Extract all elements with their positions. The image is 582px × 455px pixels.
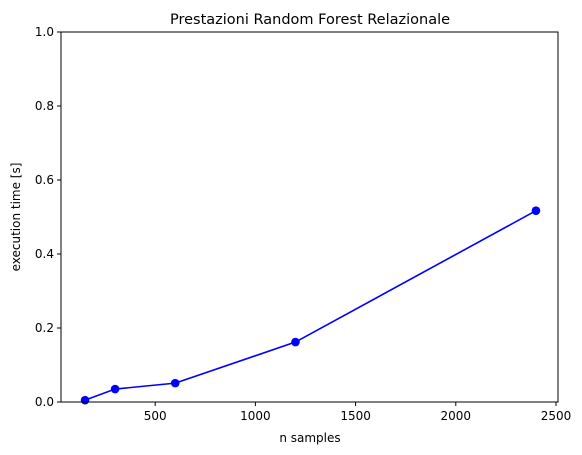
data-point bbox=[170, 378, 180, 388]
y-axis-label: execution time [s] bbox=[9, 163, 23, 272]
data-point bbox=[110, 384, 120, 394]
y-tick-label: 1.0 bbox=[35, 25, 54, 39]
y-tick-label: 0.0 bbox=[35, 395, 54, 409]
x-tick-label: 500 bbox=[144, 409, 167, 423]
series-layer bbox=[80, 206, 541, 405]
data-point bbox=[531, 206, 541, 216]
x-tick-label: 1000 bbox=[240, 409, 271, 423]
y-tick-label: 0.2 bbox=[35, 321, 54, 335]
data-point bbox=[291, 337, 300, 347]
x-tick-label: 1500 bbox=[340, 409, 371, 423]
chart-title: Prestazioni Random Forest Relazionale bbox=[170, 12, 450, 28]
x-axis-ticks: 500 1000 1500 2000 2500 bbox=[144, 402, 572, 423]
data-point bbox=[80, 395, 90, 405]
x-tick-label: 2000 bbox=[441, 409, 472, 423]
plot-frame bbox=[60, 31, 559, 403]
y-tick-label: 0.4 bbox=[35, 247, 54, 261]
y-axis-ticks: 0.0 0.2 0.4 0.6 0.8 1.0 bbox=[35, 25, 61, 409]
x-axis-label: n samples bbox=[279, 431, 340, 445]
y-tick-label: 0.6 bbox=[35, 173, 54, 187]
y-tick-label: 0.8 bbox=[35, 99, 54, 113]
x-tick-label: 2500 bbox=[541, 409, 572, 423]
